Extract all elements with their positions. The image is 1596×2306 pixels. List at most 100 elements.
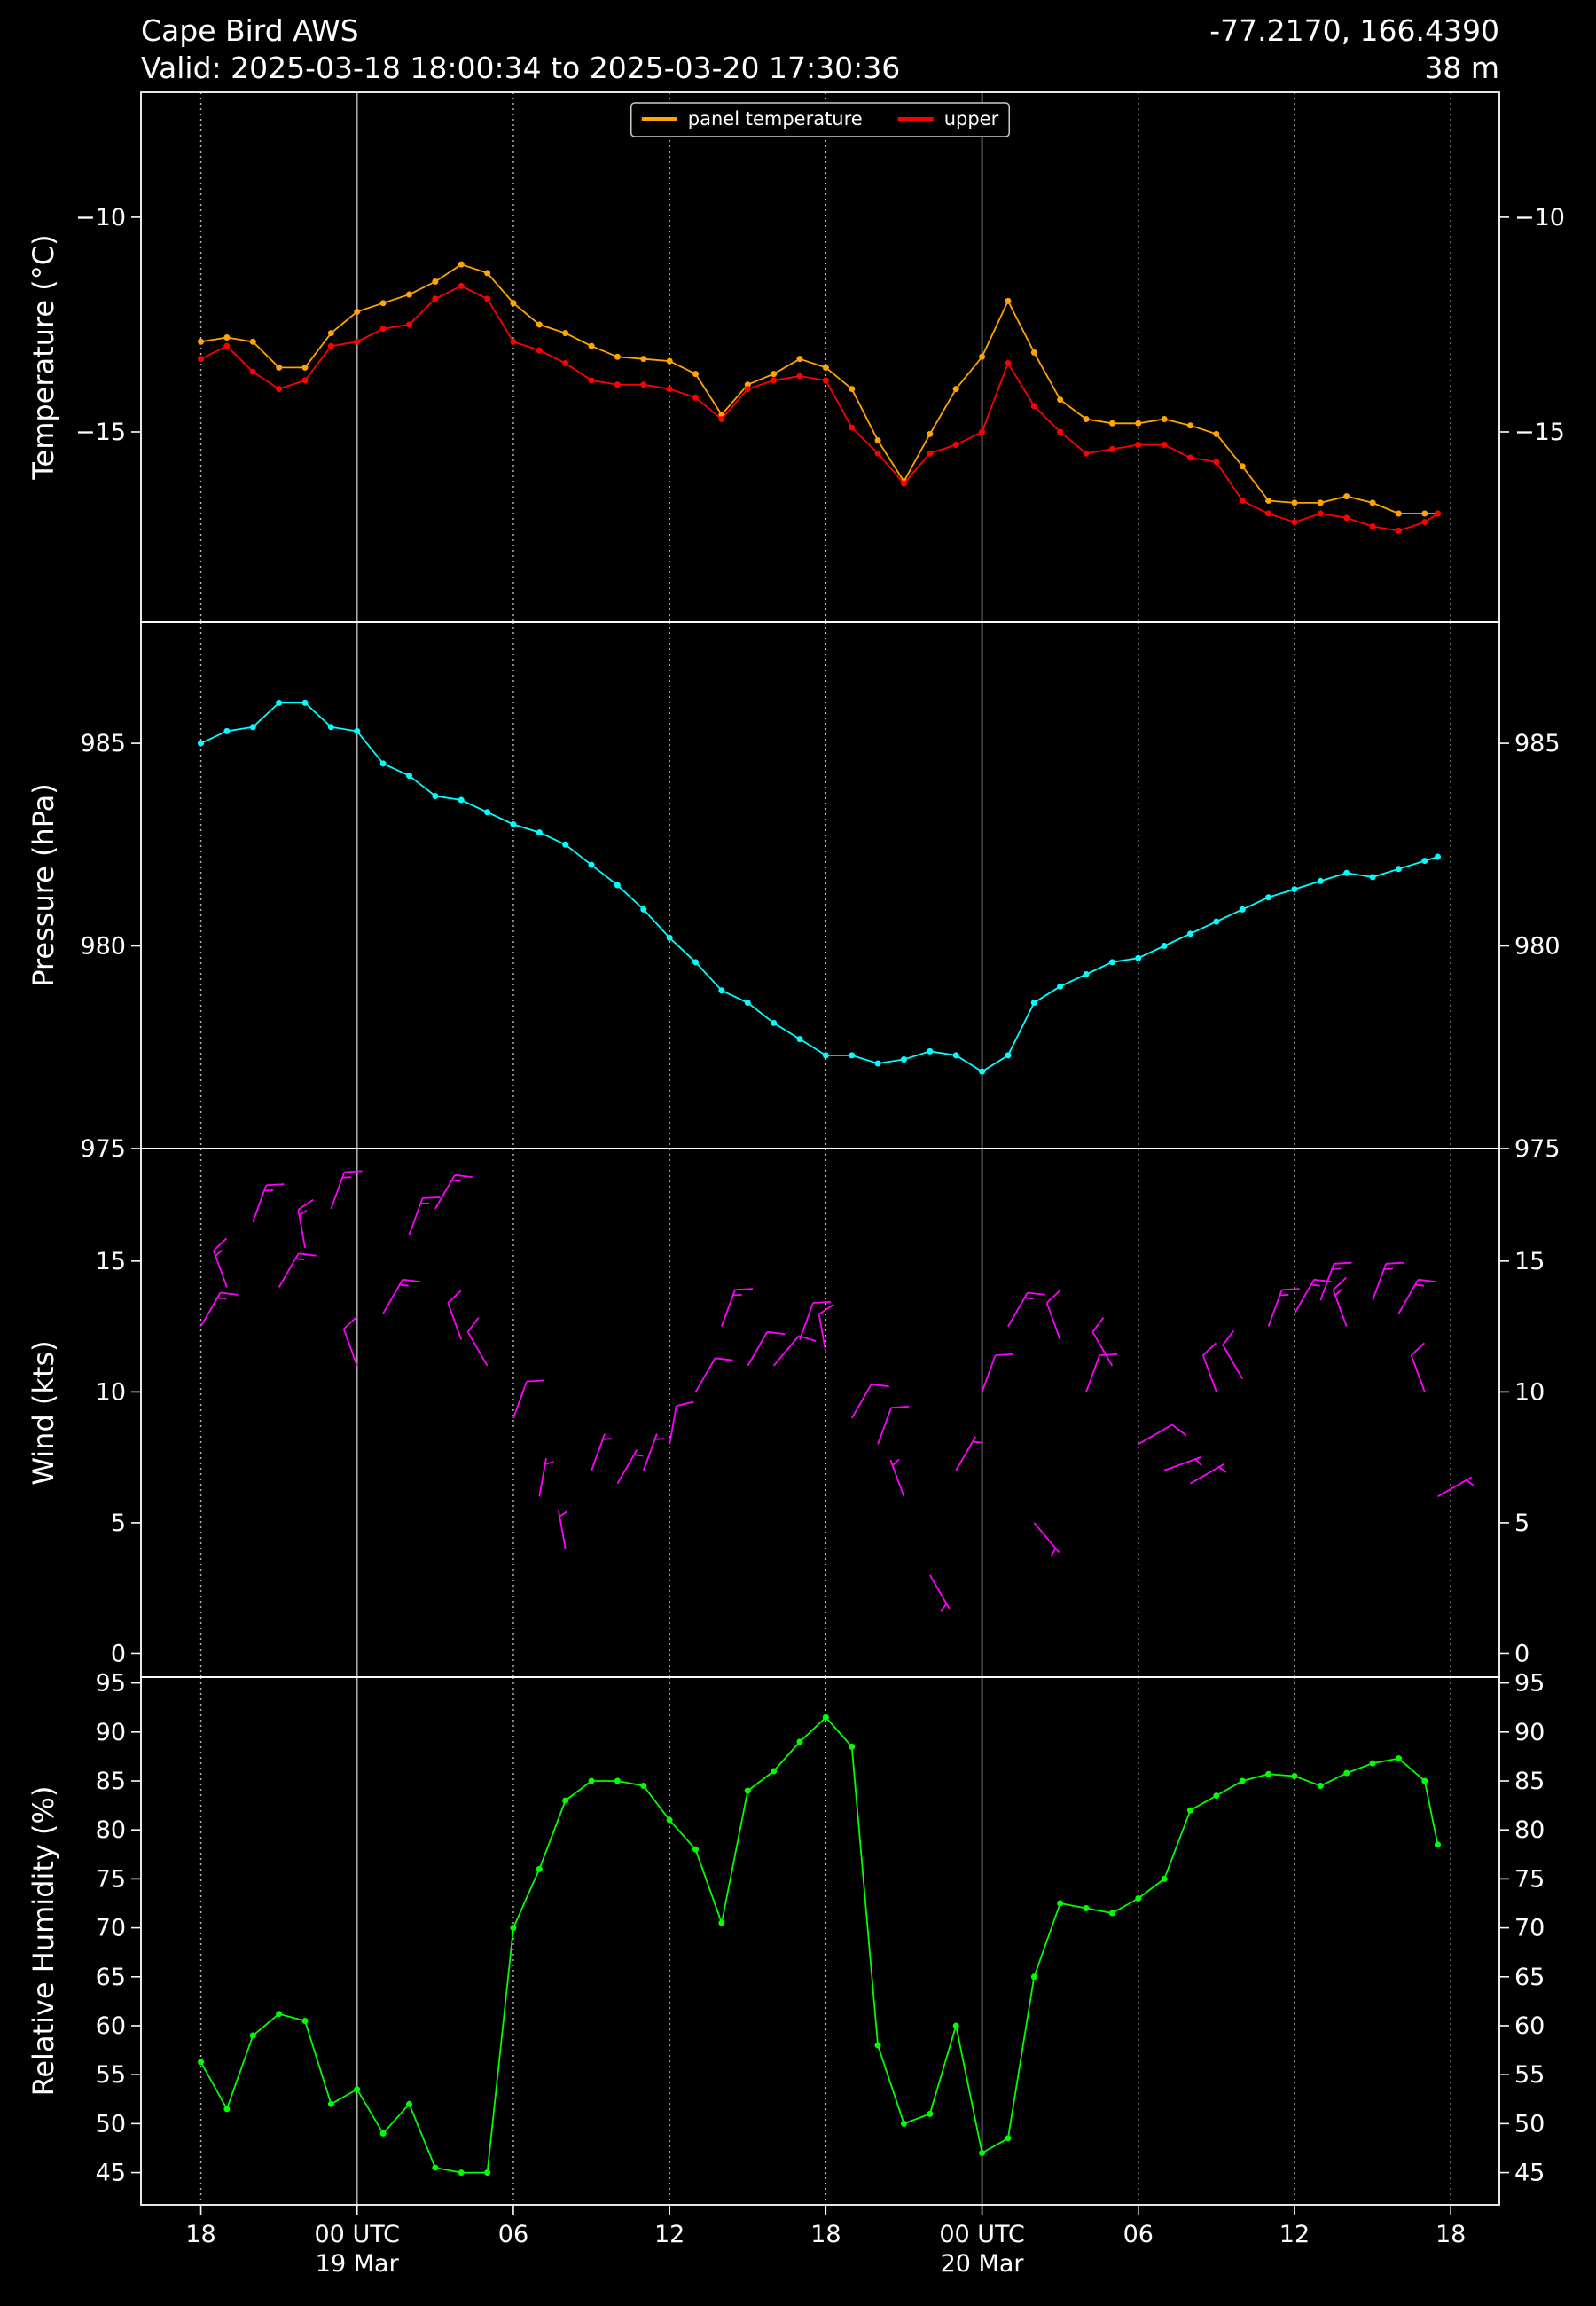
y-tick-label: 0 bbox=[111, 1640, 126, 1667]
y-tick-label: 60 bbox=[96, 2012, 126, 2040]
data-point bbox=[1161, 1875, 1168, 1882]
wind-barb bbox=[408, 1196, 441, 1235]
data-point bbox=[1135, 442, 1142, 449]
data-point bbox=[1030, 1973, 1037, 1980]
data-point bbox=[432, 2164, 439, 2171]
coordinates: -77.2170, 166.4390 bbox=[1209, 13, 1499, 48]
data-point bbox=[354, 338, 361, 345]
data-point bbox=[588, 1777, 595, 1784]
data-point bbox=[744, 1787, 751, 1794]
data-point bbox=[484, 809, 491, 816]
y-tick-label-right: 95 bbox=[1514, 1670, 1545, 1698]
data-point bbox=[1317, 499, 1324, 506]
x-tick-date: 20 Mar bbox=[941, 2250, 1025, 2278]
data-point bbox=[640, 1783, 647, 1790]
y-tick-label: −10 bbox=[75, 204, 126, 231]
y-tick-label: 80 bbox=[96, 1816, 126, 1844]
data-point bbox=[1108, 1910, 1115, 1917]
data-point bbox=[1369, 1760, 1376, 1767]
y-tick-label: 75 bbox=[96, 1865, 126, 1893]
wind-barb bbox=[1201, 1342, 1217, 1392]
y-tick-label-right: 10 bbox=[1514, 1378, 1545, 1406]
wind-barb bbox=[1138, 1424, 1187, 1446]
data-point bbox=[1239, 497, 1246, 504]
wind-barb bbox=[1437, 1476, 1475, 1498]
data-point bbox=[458, 261, 465, 268]
wind-barb bbox=[466, 1317, 489, 1367]
data-point bbox=[1083, 415, 1090, 422]
wind-barb bbox=[200, 1291, 239, 1328]
wind-barb bbox=[591, 1433, 612, 1471]
data-point bbox=[849, 1052, 856, 1059]
data-point bbox=[849, 386, 856, 393]
data-point bbox=[1395, 527, 1402, 534]
data-point bbox=[1135, 1894, 1142, 1902]
data-point bbox=[249, 724, 256, 731]
data-point bbox=[301, 2017, 309, 2024]
wind-barb bbox=[799, 1301, 832, 1340]
wind-barb bbox=[1294, 1278, 1333, 1314]
y-tick-label-right: 60 bbox=[1514, 2012, 1545, 2040]
data-point bbox=[1395, 1755, 1402, 1762]
data-point bbox=[1421, 1777, 1428, 1784]
wind-barb bbox=[981, 1353, 1013, 1392]
data-point bbox=[1421, 858, 1428, 865]
data-point bbox=[822, 1052, 829, 1059]
x-tick-label: 06 bbox=[498, 2221, 528, 2248]
wind-barb bbox=[213, 1237, 228, 1288]
data-point bbox=[771, 1019, 778, 1026]
panel-frame bbox=[140, 1676, 1500, 2206]
y-tick-label: 85 bbox=[96, 1768, 126, 1795]
data-point bbox=[614, 353, 621, 360]
data-point bbox=[510, 338, 517, 345]
data-point bbox=[327, 330, 334, 337]
y-tick-label-right: 5 bbox=[1514, 1510, 1530, 1537]
data-point bbox=[1369, 499, 1376, 506]
y-tick-label: −15 bbox=[75, 419, 126, 446]
data-point bbox=[1005, 360, 1012, 367]
y-tick-label: 55 bbox=[96, 2061, 126, 2089]
data-point bbox=[666, 357, 673, 365]
legend: panel temperature upper bbox=[630, 102, 1010, 137]
data-point bbox=[1187, 454, 1194, 461]
data-point bbox=[796, 1036, 803, 1043]
data-point bbox=[979, 428, 986, 435]
wind-barb bbox=[818, 1304, 834, 1353]
wind-barb bbox=[512, 1379, 545, 1419]
data-point bbox=[614, 882, 621, 889]
data-point bbox=[510, 300, 517, 307]
wind-barb bbox=[330, 1170, 363, 1210]
data-point bbox=[927, 1047, 934, 1055]
y-tick-label: 15 bbox=[96, 1248, 126, 1275]
wind-barb bbox=[1190, 1463, 1227, 1485]
data-point bbox=[874, 437, 881, 444]
wind-barb bbox=[1085, 1353, 1118, 1392]
data-point bbox=[640, 381, 647, 388]
wind-barb bbox=[1267, 1288, 1300, 1327]
y-tick-label: 5 bbox=[111, 1510, 126, 1537]
wind-barb bbox=[447, 1290, 463, 1340]
data-point bbox=[771, 377, 778, 384]
wind-barb bbox=[538, 1457, 554, 1497]
data-point bbox=[276, 2011, 283, 2018]
data-point bbox=[692, 394, 700, 401]
y-tick-label: 70 bbox=[96, 1915, 126, 1942]
wind-barb bbox=[1319, 1261, 1352, 1301]
data-point bbox=[1135, 954, 1142, 961]
x-tick-label: 12 bbox=[654, 2221, 685, 2248]
data-point bbox=[666, 386, 673, 393]
data-point bbox=[979, 353, 986, 360]
wind-barb bbox=[382, 1278, 421, 1314]
y-tick-label: 50 bbox=[96, 2110, 126, 2137]
wind-barb bbox=[278, 1252, 317, 1288]
data-point bbox=[1369, 523, 1376, 530]
wind-barb bbox=[850, 1383, 889, 1419]
y-axis-label: Pressure (hPa) bbox=[27, 783, 60, 987]
data-point bbox=[874, 2042, 881, 2049]
wind-barb bbox=[642, 1433, 664, 1471]
x-tick-label: 18 bbox=[1436, 2221, 1466, 2248]
data-point bbox=[223, 727, 231, 734]
data-point bbox=[1265, 510, 1272, 517]
data-point bbox=[1291, 519, 1298, 526]
data-point bbox=[198, 740, 205, 747]
